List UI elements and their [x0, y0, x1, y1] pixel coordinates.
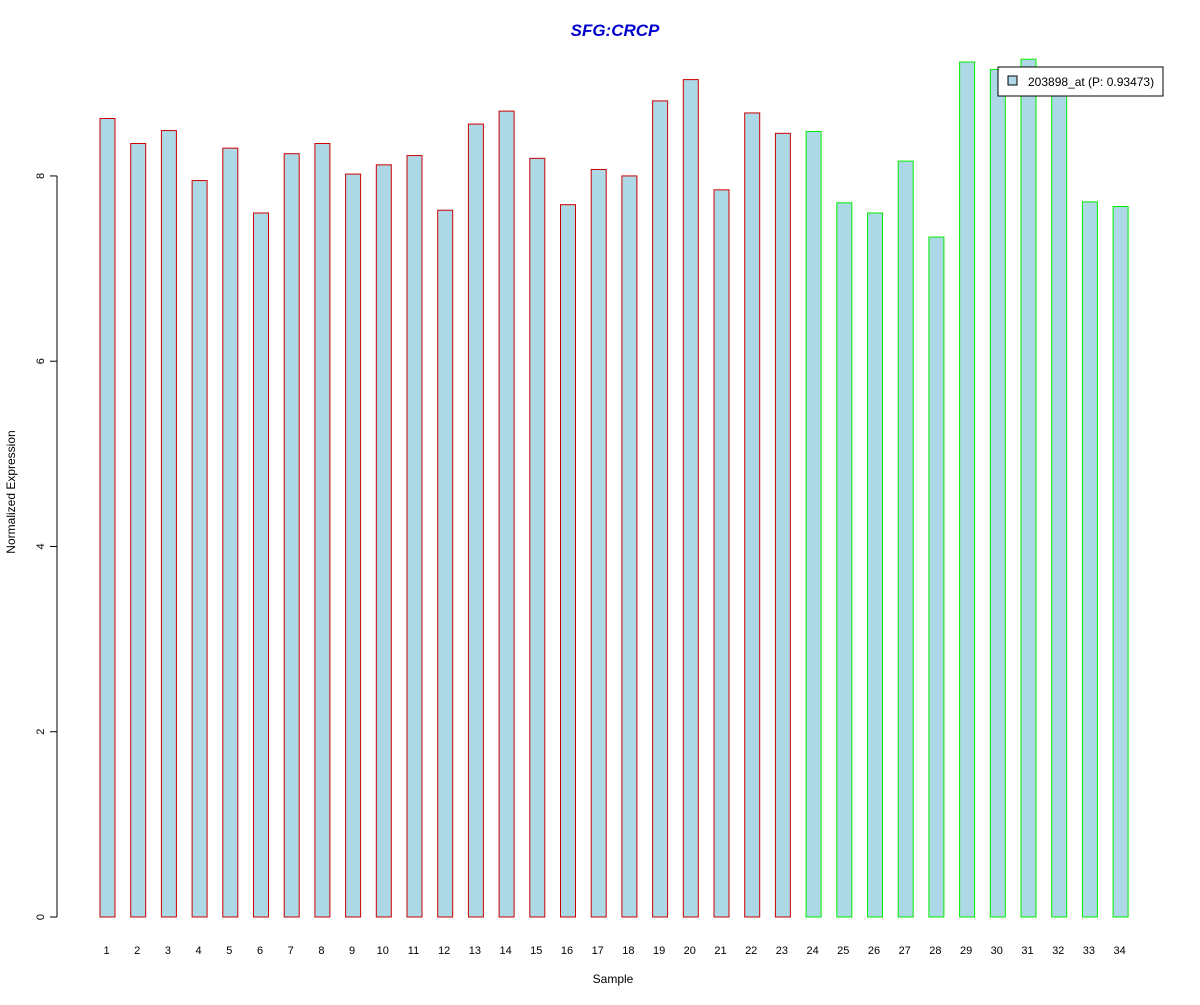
bar-sample-7 [283, 153, 300, 918]
x-tick-label: 27 [899, 945, 911, 957]
x-tick-label: 22 [745, 945, 757, 957]
x-tick-label: 8 [318, 945, 324, 957]
legend: 203898_at (P: 0.93473) [997, 66, 1164, 97]
x-tick-label: 1 [103, 945, 109, 957]
x-tick-label: 29 [960, 945, 972, 957]
bar-sample-12 [437, 209, 454, 918]
x-tick-label: 19 [653, 945, 665, 957]
bar-sample-33 [1081, 201, 1098, 918]
x-tick-label: 6 [257, 945, 263, 957]
bar-sample-17 [590, 168, 607, 918]
bar-sample-30 [989, 68, 1006, 918]
bar-sample-4 [191, 180, 208, 918]
chart-title: SFG:CRCP [571, 21, 660, 40]
x-tick-label: 32 [1052, 945, 1064, 957]
x-tick-label: 31 [1021, 945, 1033, 957]
legend-swatch [1007, 75, 1018, 86]
x-tick-label: 12 [438, 945, 450, 957]
bar-sample-24 [805, 130, 822, 918]
x-tick-label: 10 [377, 945, 389, 957]
bar-sample-5 [222, 147, 239, 918]
x-tick-labels: 1 2 3 4 5 6 7 8 9 10 11 12 13 14 15 16 17 18 19 20 21 22 23 24 2… [103, 945, 1125, 957]
bar-sample-20 [682, 79, 699, 918]
x-tick-label: 3 [165, 945, 171, 957]
y-axis-label: Normalized Expression [4, 430, 18, 553]
bar-sample-11 [406, 155, 423, 918]
y-tick-label: 4 [35, 543, 47, 549]
bar-sample-34 [1112, 206, 1129, 918]
x-tick-label: 26 [868, 945, 880, 957]
x-tick-label: 13 [469, 945, 481, 957]
x-tick-label: 11 [408, 945, 419, 957]
x-tick-label: 5 [226, 945, 232, 957]
x-tick-label: 24 [806, 945, 818, 957]
bar-sample-13 [467, 123, 484, 918]
bar-sample-26 [867, 212, 883, 918]
bar-sample-16 [560, 204, 576, 918]
bar-sample-3 [160, 130, 177, 918]
legend-box [997, 66, 1164, 97]
x-tick-label: 17 [592, 945, 604, 957]
bar-sample-6 [253, 212, 269, 918]
bars-group [99, 58, 1129, 918]
x-tick-label: 23 [776, 945, 788, 957]
x-tick-label: 25 [837, 945, 849, 957]
bar-sample-1 [99, 118, 116, 918]
x-tick-label: 15 [530, 945, 542, 957]
x-tick-label: 33 [1083, 945, 1095, 957]
bar-sample-27 [897, 160, 914, 918]
x-tick-label: 2 [134, 945, 140, 957]
x-tick-label: 28 [929, 945, 941, 957]
bar-sample-31 [1020, 58, 1037, 918]
x-tick-label: 7 [288, 945, 294, 957]
x-tick-label: 14 [499, 945, 511, 957]
bar-sample-28 [928, 236, 945, 918]
x-tick-label: 4 [196, 945, 202, 957]
bar-sample-18 [621, 175, 638, 918]
bar-sample-23 [774, 132, 791, 918]
bar-sample-25 [836, 202, 853, 918]
bar-sample-32 [1051, 87, 1068, 918]
bar-sample-14 [498, 110, 515, 918]
x-tick-label: 21 [714, 945, 726, 957]
bar-sample-2 [130, 143, 147, 918]
y-tick-label: 8 [35, 173, 47, 179]
x-tick-label: 16 [561, 945, 573, 957]
bar-sample-8 [314, 143, 331, 918]
x-tick-label: 34 [1113, 945, 1125, 957]
x-tick-label: 18 [622, 945, 634, 957]
bar-sample-9 [345, 173, 362, 918]
bar-sample-21 [713, 189, 730, 918]
bar-sample-22 [744, 112, 761, 918]
y-axis: 0 2 4 6 8 [35, 173, 58, 920]
bar-sample-29 [959, 61, 976, 918]
x-axis-label: Sample [593, 972, 634, 986]
bar-sample-19 [652, 100, 669, 918]
y-tick-label: 0 [35, 914, 47, 920]
bar-sample-15 [529, 157, 546, 918]
x-tick-label: 9 [349, 945, 355, 957]
bar-sample-10 [375, 164, 392, 918]
legend-label: 203898_at (P: 0.93473) [1028, 75, 1154, 89]
x-tick-label: 20 [684, 945, 696, 957]
y-tick-label: 6 [35, 358, 47, 364]
x-tick-label: 30 [991, 945, 1003, 957]
y-tick-label: 2 [35, 729, 47, 735]
